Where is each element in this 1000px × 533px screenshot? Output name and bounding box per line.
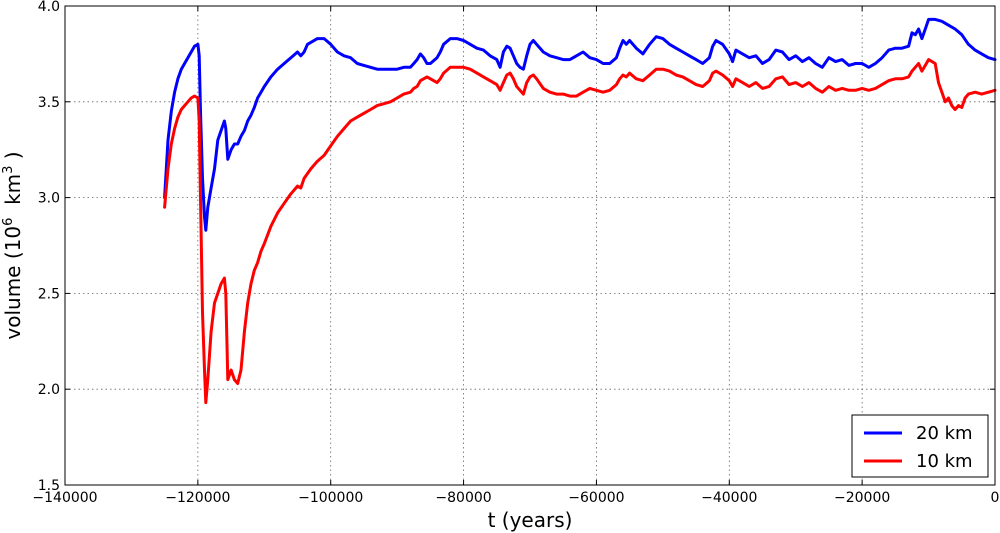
- y-tick-label: 4.0: [38, 0, 60, 15]
- series-line-10-km: [163, 58, 997, 405]
- y-axis-label-mid: km: [1, 174, 25, 218]
- y-axis-label-exp2: 3: [1, 166, 16, 174]
- y-axis-label-main: volume (10: [1, 226, 25, 340]
- y-axis-label: volume (106 km3 ): [1, 151, 25, 339]
- x-tick-label: −40000: [701, 490, 757, 506]
- y-axis-label-exp1: 6: [1, 218, 16, 226]
- x-tick-label: 0: [991, 490, 1000, 506]
- legend-label: 10 km: [916, 451, 973, 472]
- y-tick-label: 3.0: [38, 191, 60, 207]
- x-tick-label: −60000: [568, 490, 624, 506]
- series-line-20-km: [163, 17, 997, 232]
- x-tick-label: −100000: [298, 490, 363, 506]
- x-tick-label: −20000: [834, 490, 890, 506]
- plot-frame: [64, 5, 996, 486]
- y-tick-label: 2.0: [38, 382, 60, 398]
- series-layer: [163, 17, 997, 405]
- y-tick-label: 1.5: [38, 478, 60, 494]
- legend: 20 km 10 km: [851, 414, 989, 478]
- x-tick-label: −120000: [165, 490, 230, 506]
- x-tick-label: −80000: [435, 490, 491, 506]
- svg-text:volume (106 km3 ): volume (106 km3 ): [1, 151, 25, 339]
- x-tick-label: −140000: [32, 490, 97, 506]
- legend-box: [851, 414, 989, 478]
- y-axis-label-end: ): [1, 151, 25, 165]
- legend-label: 20 km: [916, 423, 973, 444]
- x-axis-label: t (years): [488, 508, 573, 532]
- y-tick-label: 3.5: [38, 95, 60, 111]
- y-tick-label: 2.5: [38, 286, 60, 302]
- ticks: −140000 −120000 −100000 −80000 −60000 −40000 −…: [32, 0, 999, 506]
